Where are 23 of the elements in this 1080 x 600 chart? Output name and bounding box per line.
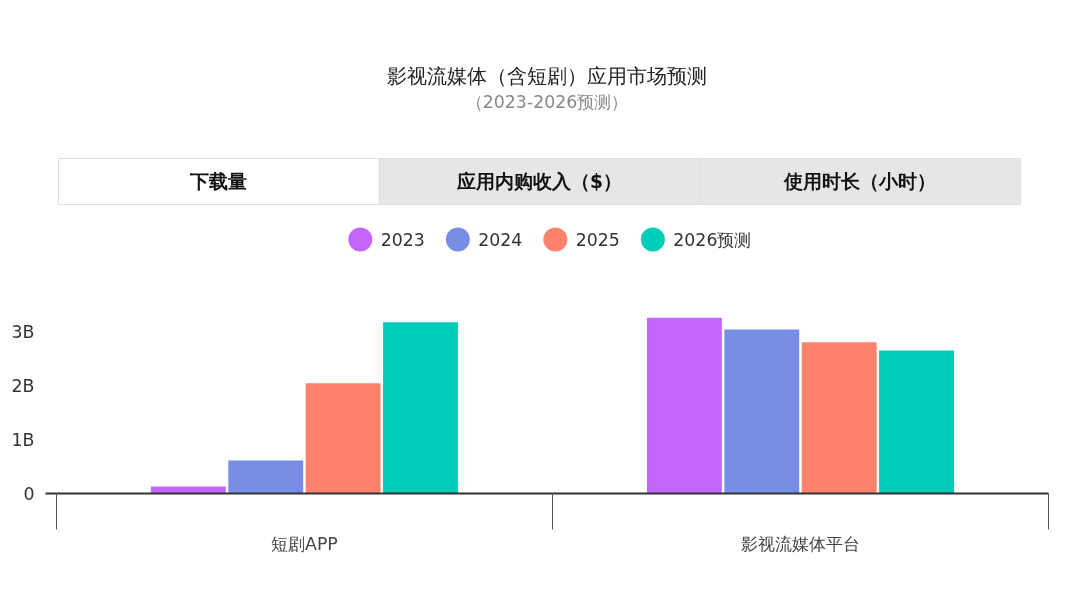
bar <box>228 460 304 494</box>
y-tick-label: 2B <box>11 375 35 396</box>
text: 使用时长（小时） <box>783 171 937 192</box>
x-tick-label: 影视流媒体平台 <box>740 533 860 554</box>
chart-title: 影视流媒体（含短剧）应用市场预测 <box>387 63 707 88</box>
text: 应用内购收入（$） <box>456 171 623 192</box>
chart-subtitle: （2023-2026预测） <box>465 91 629 112</box>
legend-label: 2024 <box>478 230 523 250</box>
bar <box>724 329 800 494</box>
bar <box>305 383 381 494</box>
bar <box>801 342 877 494</box>
y-tick-label: 0 <box>23 483 35 504</box>
bar <box>383 322 458 494</box>
bar <box>879 350 954 494</box>
x-tick-label: 短剧APP <box>271 533 338 554</box>
bar <box>150 486 226 494</box>
y-tick-label: 1B <box>11 429 35 450</box>
legend-label: 2023 <box>380 230 425 250</box>
text: 下载量 <box>189 171 248 192</box>
legend-label: 2025 <box>575 230 620 250</box>
y-tick-label: 3B <box>11 321 35 342</box>
bar <box>646 317 722 494</box>
legend-label: 2026预测 <box>673 229 752 250</box>
